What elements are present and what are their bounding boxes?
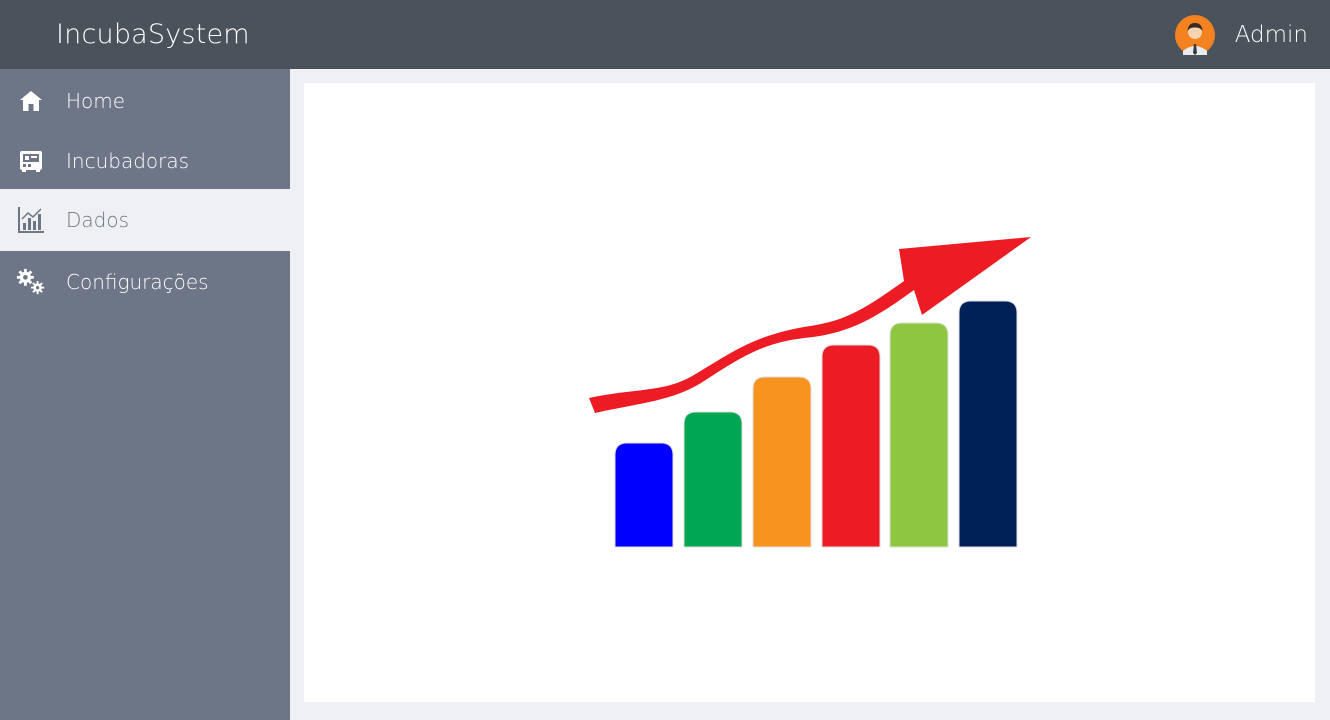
- sidebar-item-label: Configurações: [66, 270, 209, 294]
- bar-chart-icon: [16, 205, 46, 235]
- illustration-bar-4: [821, 344, 881, 548]
- illustration-bar-3: [752, 376, 812, 548]
- top-bar: IncubaSystem Admin: [0, 0, 1330, 69]
- sidebar-item-home[interactable]: Home: [0, 69, 290, 133]
- illustration-bar-5: [889, 322, 949, 548]
- sidebar-item-dados[interactable]: Dados: [0, 189, 290, 251]
- user-menu[interactable]: Admin: [1174, 0, 1308, 69]
- illustration-bar-2: [683, 411, 743, 548]
- sidebar-item-incubadoras[interactable]: Incubadoras: [0, 133, 290, 189]
- user-avatar-icon[interactable]: [1174, 14, 1215, 55]
- main-content-panel: [304, 83, 1315, 702]
- gears-icon: [16, 267, 46, 297]
- illustration-arrow: [589, 237, 1031, 413]
- sidebar-item-label: Incubadoras: [66, 149, 190, 173]
- illustration-bar-6: [958, 300, 1018, 548]
- sidebar-item-label: Home: [66, 89, 126, 113]
- sidebar-item-configuracoes[interactable]: Configurações: [0, 251, 290, 313]
- sidebar-item-label: Dados: [66, 208, 130, 232]
- illustration-bar-1: [614, 442, 674, 548]
- growth-chart-illustration: [589, 237, 1031, 548]
- app-title[interactable]: IncubaSystem: [56, 19, 250, 50]
- sidebar: Home Incubadoras: [0, 69, 290, 720]
- incubator-icon: [16, 146, 46, 176]
- home-icon: [16, 86, 46, 116]
- user-name[interactable]: Admin: [1234, 21, 1308, 48]
